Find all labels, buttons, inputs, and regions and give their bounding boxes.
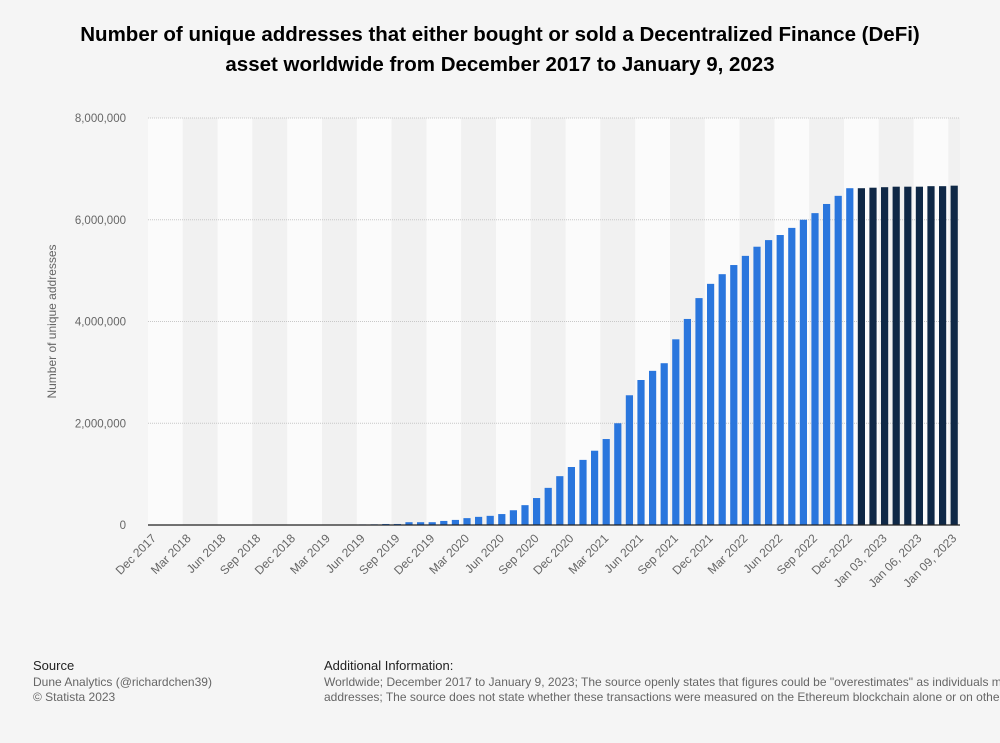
bar [776, 235, 784, 525]
background-band [496, 118, 531, 525]
bar [637, 380, 645, 525]
bar [811, 213, 819, 526]
bar [509, 510, 517, 525]
bar [579, 459, 587, 525]
y-tick-label: 2,000,000 [75, 418, 126, 430]
bar [846, 188, 854, 525]
bar [730, 265, 738, 525]
bar [428, 522, 436, 525]
additional-info-heading: Additional Information: [324, 658, 454, 673]
bar [544, 487, 552, 525]
bar [625, 395, 633, 525]
background-band [252, 118, 288, 525]
source-line[interactable]: Dune Analytics (@richardchen39) [33, 675, 212, 689]
bar [788, 227, 796, 525]
bar [567, 467, 575, 525]
y-tick-label: 6,000,000 [75, 215, 126, 227]
bar [799, 219, 807, 525]
y-tick-label: 8,000,000 [75, 113, 126, 125]
bar [927, 186, 935, 526]
bar [683, 318, 691, 525]
bar [475, 516, 483, 525]
chart-title: Number of unique addresses that either b… [80, 23, 920, 76]
background-band [148, 118, 183, 525]
bar [486, 515, 494, 525]
bar [834, 195, 842, 525]
bar [614, 423, 622, 525]
bar [939, 186, 947, 526]
bar [881, 187, 889, 525]
additional-info-line: addresses; The source does not state whe… [324, 690, 1000, 704]
bar [857, 188, 865, 525]
bar [718, 274, 726, 525]
background-band [322, 118, 357, 525]
bar [556, 476, 564, 525]
source-heading: Source [33, 658, 75, 673]
background-band [426, 118, 462, 525]
bar [440, 520, 448, 525]
copyright-line: © Statista 2023 [33, 690, 116, 704]
bar [915, 186, 923, 525]
source-block: Source Dune Analytics (@richardchen39) ©… [33, 658, 212, 705]
bar [417, 522, 425, 525]
bar [892, 186, 900, 525]
bar [405, 522, 413, 525]
y-tick-label: 0 [120, 520, 126, 532]
additional-info-block: Additional Information: Worldwide; Decem… [324, 658, 1000, 705]
bar [649, 370, 657, 525]
bar [695, 298, 703, 525]
bar [498, 514, 506, 525]
bar [741, 255, 749, 525]
bar [950, 185, 958, 525]
bar [904, 186, 912, 525]
bar [521, 505, 529, 525]
bar [869, 187, 877, 526]
bar [660, 363, 668, 525]
bar [672, 339, 680, 525]
bar [533, 498, 541, 525]
y-tick-label: 4,000,000 [75, 317, 126, 329]
bar [753, 246, 761, 525]
bar [765, 240, 773, 525]
bar [602, 439, 610, 525]
additional-info-line: Worldwide; December 2017 to January 9, 2… [324, 675, 1000, 689]
bar [823, 203, 831, 525]
bar [463, 518, 471, 525]
bar [707, 283, 715, 525]
bar [451, 519, 459, 525]
y-axis-label: Number of unique addresses [45, 244, 59, 398]
bar [591, 450, 599, 525]
